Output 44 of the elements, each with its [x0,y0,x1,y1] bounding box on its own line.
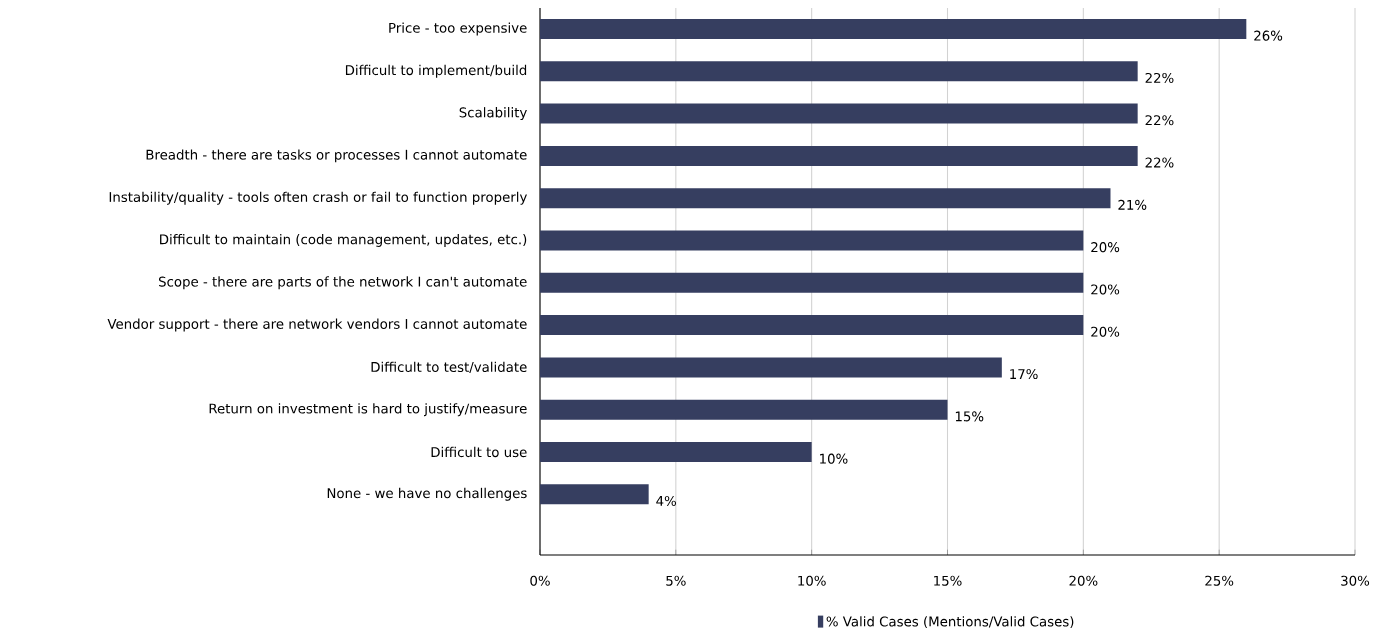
x-tick-label: 5% [666,575,686,586]
bar [540,441,812,462]
bar [540,357,1002,378]
x-tick-label: 20% [1069,575,1098,586]
y-tick-label: Difficult to use [431,446,527,458]
y-tick-label: Return on investment is hard to justify/measure [209,403,527,417]
y-tick-label: Breadth - there are tasks or processes I cannot automate [146,149,527,163]
bar [540,103,1138,124]
x-tick-label: 15% [934,575,962,586]
bar [540,145,1138,166]
y-tick-label: None - we have no challenges [327,487,527,501]
bar [540,399,948,420]
data-label: 20% [1091,284,1120,295]
y-tick-label: Scope - there are parts of the network I can't automate [158,276,527,290]
data-label: 20% [1091,326,1120,337]
x-tick-label: 25% [1205,575,1234,586]
bar [540,230,1084,251]
bar [540,188,1111,209]
y-tick-label: Price - too expensive [389,22,527,36]
x-tick-label: 10% [798,575,826,586]
data-label: 17% [1010,368,1038,380]
data-label: 22% [1145,115,1174,126]
bar [540,315,1084,336]
y-tick-label: Vendor support - there are network vendors I cannot automate [107,318,527,332]
x-tick-label: 30% [1341,575,1370,586]
data-label: 22% [1145,157,1174,168]
y-tick-label: Difficult to test/validate [371,361,527,374]
data-label: 10% [820,453,848,464]
y-tick-label: Difficult to maintain (code management, updates, etc.) [160,234,527,247]
x-tick-label: 0% [530,575,550,586]
data-label: 21% [1118,199,1147,210]
bar [540,18,1247,39]
y-tick-label: Difficult to implement/build [345,64,527,78]
y-tick-label: Instability/quality - tools often crash or fail to function properly [109,191,527,205]
bar [540,484,649,505]
data-label: 4% [656,495,677,506]
data-label: 22% [1145,72,1174,83]
bar [540,61,1138,82]
data-label: 26% [1254,30,1283,41]
y-tick-label: Scalability [459,107,527,121]
bar [540,272,1084,293]
data-label: 20% [1091,242,1120,253]
legend-label: % Valid Cases (Mentions/Valid Cases) [826,616,1074,629]
data-label: 15% [955,411,984,422]
